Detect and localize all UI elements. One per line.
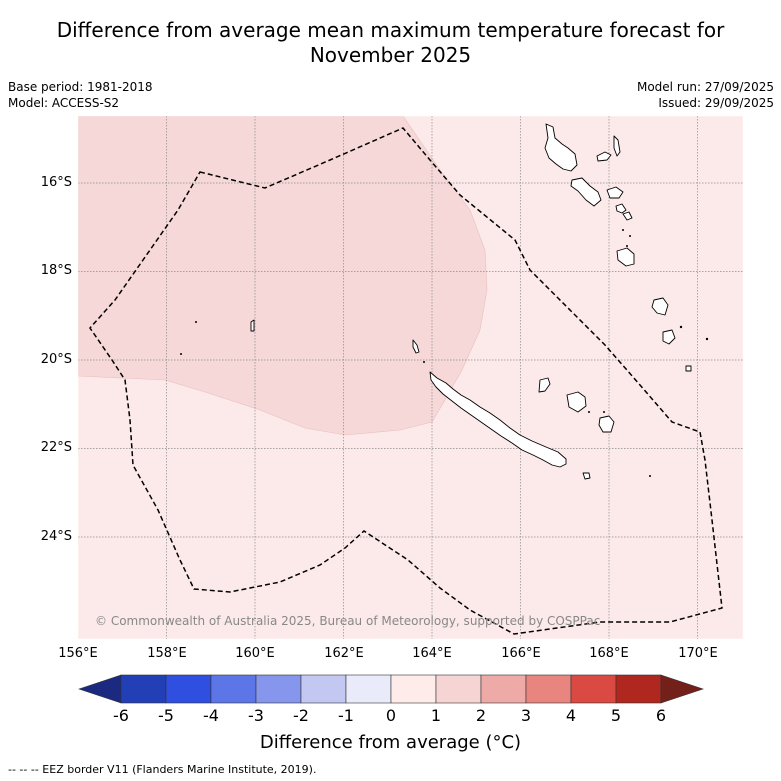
meta-left: Base period: 1981-2018 Model: ACCESS-S2 bbox=[8, 79, 153, 111]
belep-islands bbox=[412, 339, 420, 354]
colorbar-segment bbox=[390, 674, 437, 704]
colorbar-segment bbox=[255, 674, 302, 704]
lat-label: 20°S bbox=[40, 352, 72, 367]
lon-label: 156°E bbox=[58, 646, 98, 661]
lon-label: 166°E bbox=[501, 646, 541, 661]
colorbar-tick: -5 bbox=[158, 706, 174, 725]
vanuatu-erromango bbox=[616, 247, 635, 267]
vanuatu-ambrym bbox=[606, 186, 624, 199]
issued-date: Issued: 29/09/2025 bbox=[658, 96, 774, 110]
colorbar-segment bbox=[300, 674, 347, 704]
colorbar-segment bbox=[570, 674, 617, 704]
eez-footnote: -- -- -- EEZ border V11 (Flanders Marine… bbox=[8, 763, 317, 776]
islet-1 bbox=[250, 319, 255, 332]
colorbar-tick: 5 bbox=[610, 706, 622, 725]
vanuatu-epi bbox=[615, 203, 627, 214]
title-line-2: November 2025 bbox=[309, 43, 472, 67]
coastlines bbox=[250, 123, 692, 480]
colorbar-segment bbox=[480, 674, 527, 704]
lon-label: 164°E bbox=[412, 646, 452, 661]
vanuatu-espiritu-santo bbox=[544, 123, 578, 172]
meta-right: Model run: 27/09/2025 Issued: 29/09/2025 bbox=[637, 79, 774, 111]
base-period: Base period: 1981-2018 bbox=[8, 80, 153, 94]
colorbar-tick: 2 bbox=[475, 706, 487, 725]
colorbar-segment bbox=[435, 674, 482, 704]
lon-label: 158°E bbox=[147, 646, 187, 661]
colorbar-tick: 6 bbox=[655, 706, 667, 725]
colorbar-tick: -3 bbox=[248, 706, 264, 725]
colorbar-segment bbox=[615, 674, 662, 704]
vanuatu-ambae bbox=[596, 151, 612, 162]
colorbar-tick: 4 bbox=[565, 706, 577, 725]
colorbar-title: Difference from average (°C) bbox=[259, 732, 522, 753]
model-run: Model run: 27/09/2025 bbox=[636, 80, 774, 94]
chart-title: Difference from average mean maximum tem… bbox=[0, 18, 781, 68]
colorbar-tick: -2 bbox=[293, 706, 309, 725]
lon-label: 162°E bbox=[324, 646, 364, 661]
lon-label: 160°E bbox=[235, 646, 275, 661]
loyalty-island-ouvea bbox=[538, 377, 551, 393]
anomaly-region-1-to-2 bbox=[78, 116, 488, 436]
colorbar-segment bbox=[525, 674, 572, 704]
eez-border bbox=[89, 127, 723, 635]
loyalty-island-lifou bbox=[566, 391, 587, 413]
lat-label: 22°S bbox=[40, 440, 72, 455]
loyalty-island-mare bbox=[598, 415, 615, 433]
vanuatu-efate bbox=[622, 211, 633, 221]
vanuatu-maewo bbox=[613, 135, 621, 157]
lon-label: 168°E bbox=[589, 646, 629, 661]
islet-2 bbox=[685, 365, 692, 372]
title-line-1: Difference from average mean maximum tem… bbox=[56, 18, 725, 42]
colorbar-tick: -6 bbox=[113, 706, 129, 725]
lon-label: 170°E bbox=[678, 646, 718, 661]
vanuatu-malekula bbox=[570, 177, 602, 207]
colorbar-extend-low bbox=[78, 674, 122, 704]
lat-label: 24°S bbox=[40, 529, 72, 544]
colorbar-tick: -1 bbox=[338, 706, 354, 725]
colorbar-tick: 3 bbox=[520, 706, 532, 725]
colorbar-extend-high bbox=[660, 674, 704, 704]
colorbar bbox=[78, 674, 704, 704]
lat-label: 16°S bbox=[40, 175, 72, 190]
vanuatu-aneityum bbox=[662, 329, 676, 345]
colorbar-segment bbox=[345, 674, 392, 704]
lat-label: 18°S bbox=[40, 263, 72, 278]
colorbar-segment bbox=[210, 674, 257, 704]
vanuatu-tanna bbox=[651, 297, 669, 316]
model-name: Model: ACCESS-S2 bbox=[8, 96, 120, 110]
colorbar-tick: 1 bbox=[430, 706, 442, 725]
colorbar-tick: -4 bbox=[203, 706, 219, 725]
copyright-notice: © Commonwealth of Australia 2025, Bureau… bbox=[95, 614, 600, 628]
small-islets bbox=[180, 229, 709, 477]
colorbar-segment bbox=[120, 674, 167, 704]
new-caledonia-mainland bbox=[429, 371, 567, 468]
colorbar-segment bbox=[165, 674, 212, 704]
colorbar-tick: 0 bbox=[385, 706, 397, 725]
isle-of-pines bbox=[582, 472, 591, 480]
